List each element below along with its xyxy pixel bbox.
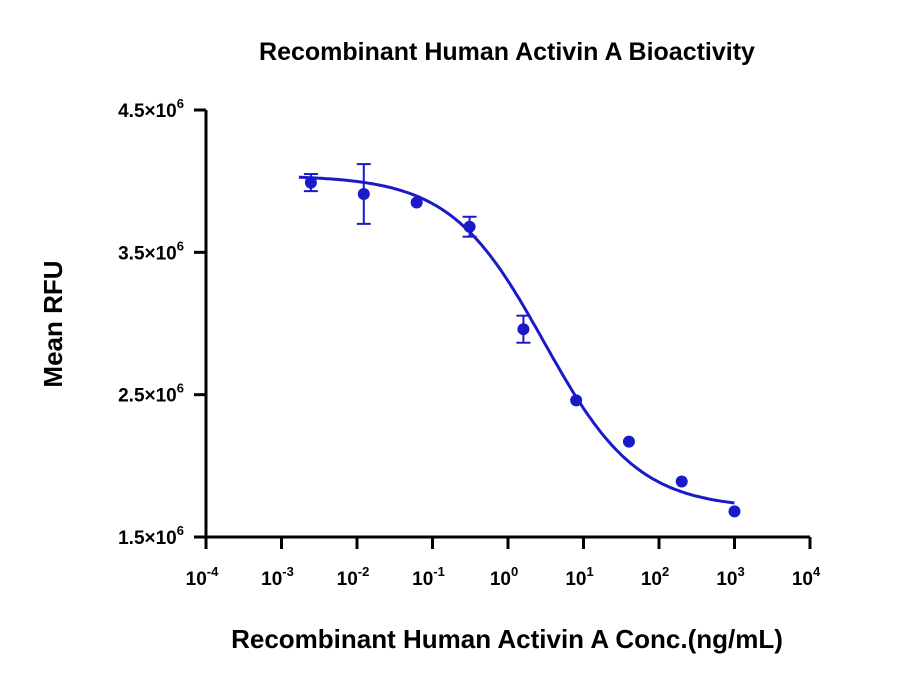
x-tick-label: 10-1 [412,564,445,590]
data-point [463,220,476,233]
y-axis-label: Mean RFU [38,260,68,387]
x-tick-label: 103 [716,564,744,590]
data-point [728,505,741,518]
y-tick-exponent: 6 [177,523,184,538]
x-tick-label: 101 [565,564,593,590]
x-tick-exponent: -4 [207,564,219,579]
x-tick-label: 10-3 [261,564,294,590]
x-tick-exponent: 1 [586,564,593,579]
x-tick-exponent: 4 [813,564,821,579]
x-tick-exponent: -2 [358,564,370,579]
data-point [675,475,688,488]
y-tick-exponent: 6 [177,96,184,111]
x-axis-label: Recombinant Human Activin A Conc.(ng/mL) [231,624,783,654]
x-tick-exponent: 2 [662,564,669,579]
fit-curve [298,175,735,505]
x-tick-label: 104 [792,564,821,590]
x-tick-label: 102 [641,564,669,590]
data-point [357,187,370,200]
data-point [517,323,530,336]
axes: 10-4 10-3 10-2 10-1 100 101 102 103 1041.5×1062.… [118,96,821,590]
y-tick-exponent: 6 [177,381,184,396]
data-point [410,196,423,209]
y-tick-label: 3.5×106 [118,238,184,264]
data-point [570,394,583,407]
chart-title: Recombinant Human Activin A Bioactivity [259,38,755,66]
y-tick-label: 2.5×106 [118,381,184,407]
y-tick-label: 1.5×106 [118,523,184,549]
x-tick-label: 10-4 [186,564,219,590]
data-point [304,176,317,189]
data-marks [298,163,741,518]
y-tick-exponent: 6 [177,238,184,253]
x-tick-exponent: 0 [511,564,518,579]
x-tick-exponent: 3 [737,564,744,579]
x-tick-label: 10-2 [337,564,370,590]
x-tick-exponent: -1 [433,564,445,579]
data-point [622,435,635,448]
x-tick-label: 100 [490,564,518,590]
y-tick-label: 4.5×106 [118,96,184,122]
x-tick-exponent: -3 [282,564,294,579]
